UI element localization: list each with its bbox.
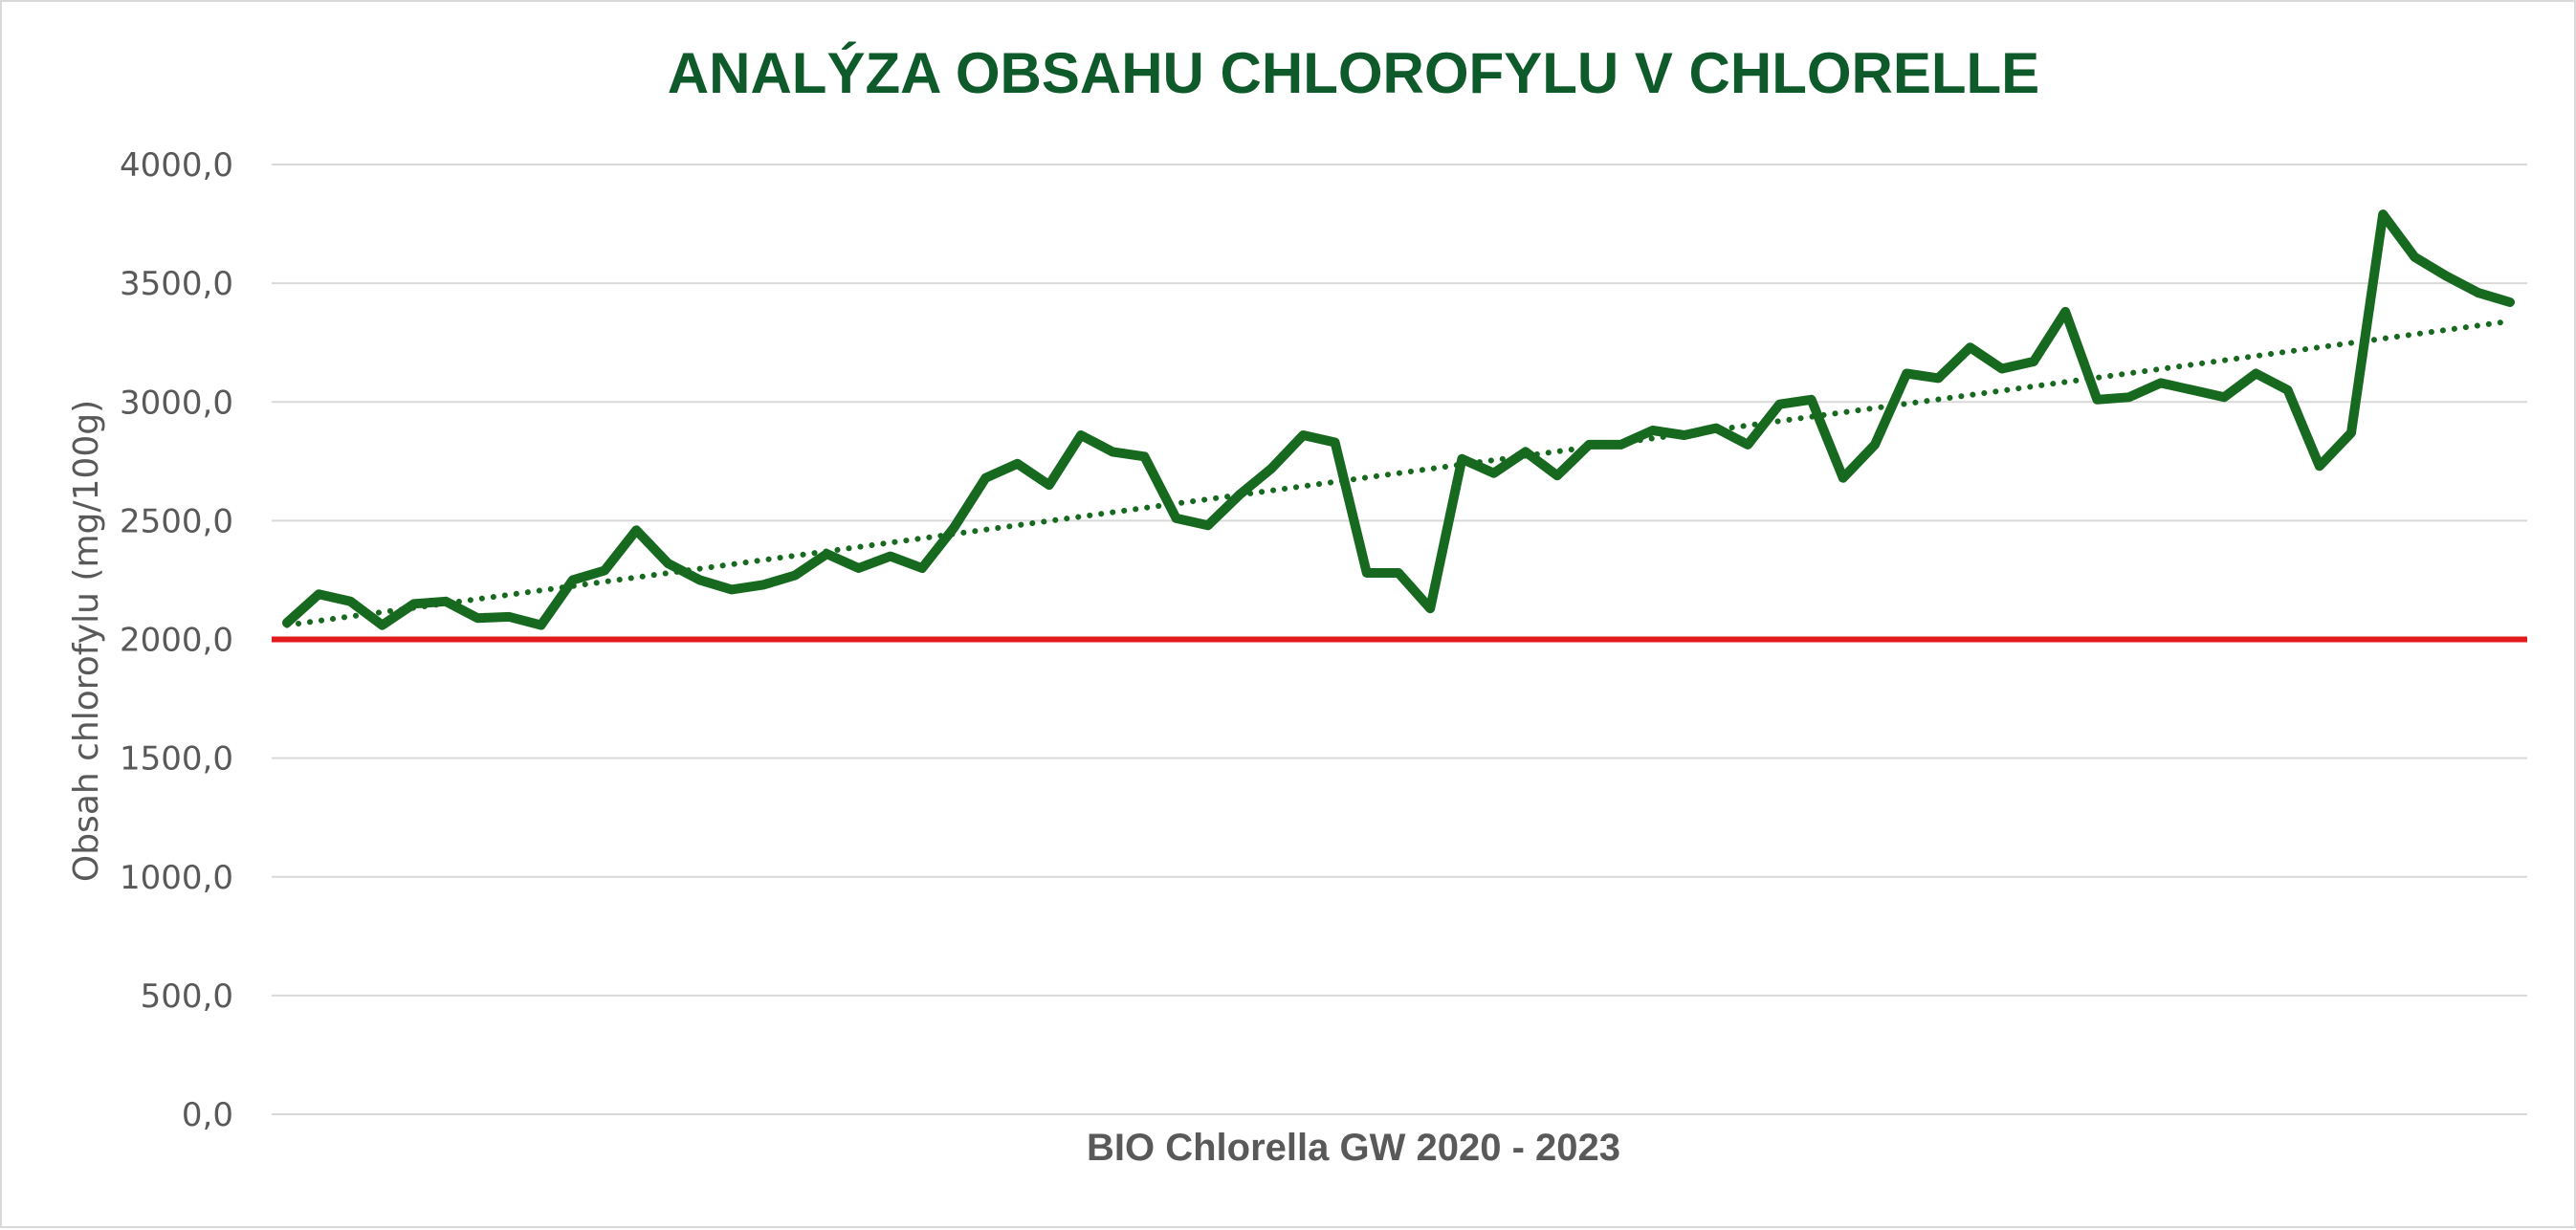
y-tick-label: 3000,0 (120, 384, 233, 422)
trendline (284, 318, 2513, 628)
y-tick-label: 500,0 (141, 977, 233, 1016)
chart-title: ANALÝZA OBSAHU CHLOROFYLU V CHLORELLE (668, 41, 2039, 105)
series-line (282, 209, 2515, 630)
y-tick-label: 2500,0 (120, 502, 233, 540)
y-tick-label: 1500,0 (120, 740, 233, 779)
y-tick-label: 1000,0 (120, 859, 233, 897)
y-axis-label: Obsah chlorofylu (mg/100g) (67, 400, 106, 882)
y-tick-label: 4000,0 (120, 146, 233, 185)
y-tick-label: 3500,0 (120, 265, 233, 303)
y-tick-label: 0,0 (182, 1096, 233, 1134)
y-axis-ticks: 0,0 500,0 1000,0 1500,0 2000,0 2500,0 3000,0 35… (120, 146, 233, 1134)
y-tick-label: 2000,0 (120, 622, 233, 660)
x-axis-label: BIO Chlorella GW 2020 - 2023 (1087, 1127, 1620, 1169)
